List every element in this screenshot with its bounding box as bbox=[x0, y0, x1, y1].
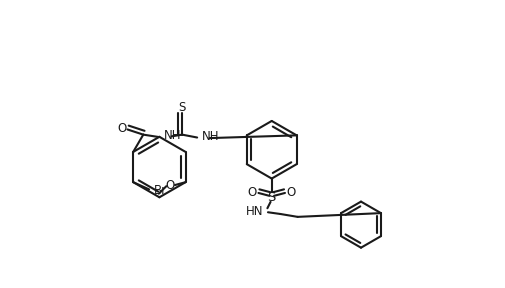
Text: O: O bbox=[247, 186, 256, 200]
Text: O: O bbox=[165, 179, 174, 192]
Text: NH: NH bbox=[202, 130, 219, 143]
Text: NH: NH bbox=[163, 129, 181, 142]
Text: HN: HN bbox=[245, 204, 263, 218]
Text: O: O bbox=[286, 186, 295, 200]
Text: O: O bbox=[117, 122, 127, 135]
Text: S: S bbox=[178, 101, 185, 114]
Text: Br: Br bbox=[154, 184, 167, 197]
Text: S: S bbox=[267, 191, 275, 204]
